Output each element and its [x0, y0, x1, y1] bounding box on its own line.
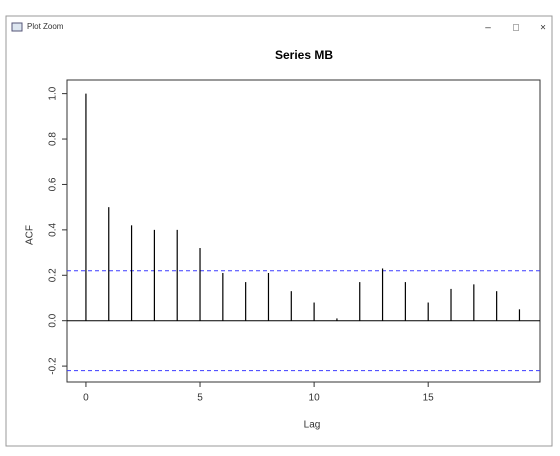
x-tick-label: 10	[309, 393, 321, 404]
y-tick-label: 1.0	[48, 86, 59, 100]
plot-box	[66, 79, 541, 383]
chart-title: Series MB	[275, 48, 333, 62]
y-tick-label: -0.2	[48, 357, 59, 375]
y-tick-label: 0.4	[48, 222, 59, 236]
y-tick-label: 0.6	[48, 177, 59, 191]
y-tick-label: 0.8	[48, 132, 59, 146]
x-axis-label: Lag	[304, 420, 321, 431]
window-icon	[11, 22, 23, 32]
maximize-button[interactable]: □	[513, 23, 519, 34]
x-tick-label: 0	[83, 393, 89, 404]
y-tick-label: 0.2	[48, 268, 59, 282]
y-tick-label: 0.0	[48, 313, 59, 327]
x-tick-label: 15	[423, 393, 435, 404]
window-frame	[5, 15, 553, 447]
close-button[interactable]: ×	[540, 23, 546, 34]
y-axis-label: ACF	[25, 225, 36, 245]
window-title: Plot Zoom	[27, 22, 64, 31]
minimize-button[interactable]: –	[485, 23, 491, 34]
x-tick-label: 5	[197, 393, 203, 404]
